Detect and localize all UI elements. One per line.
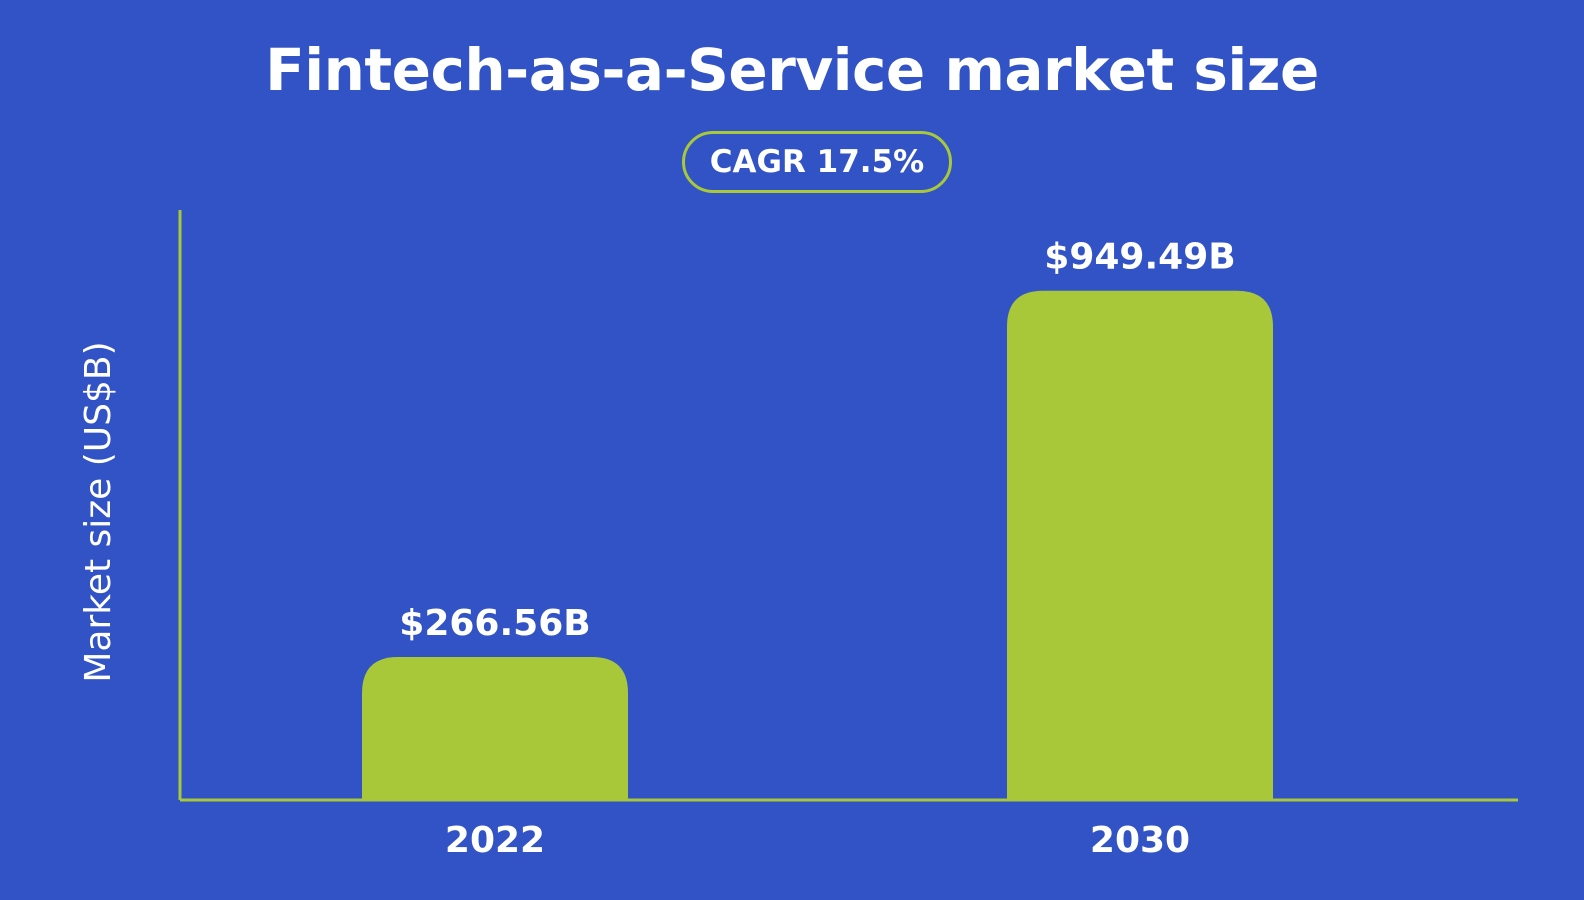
bar-2022: [362, 657, 628, 800]
cagr-badge: CAGR 17.5%: [682, 131, 952, 193]
bar-2030: [1007, 290, 1273, 800]
y-axis-label: Market size (US$B): [78, 341, 119, 682]
chart-title: Fintech-as-a-Service market size: [265, 36, 1319, 104]
data-label-2030: $949.49B: [1044, 237, 1235, 278]
x-tick-label-2022: 2022: [445, 820, 545, 861]
labels-group: $266.56B 2022 $949.49B 2030: [399, 237, 1235, 861]
bars-group: [362, 290, 1273, 800]
data-label-2022: $266.56B: [399, 603, 590, 644]
x-tick-label-2030: 2030: [1090, 820, 1190, 861]
